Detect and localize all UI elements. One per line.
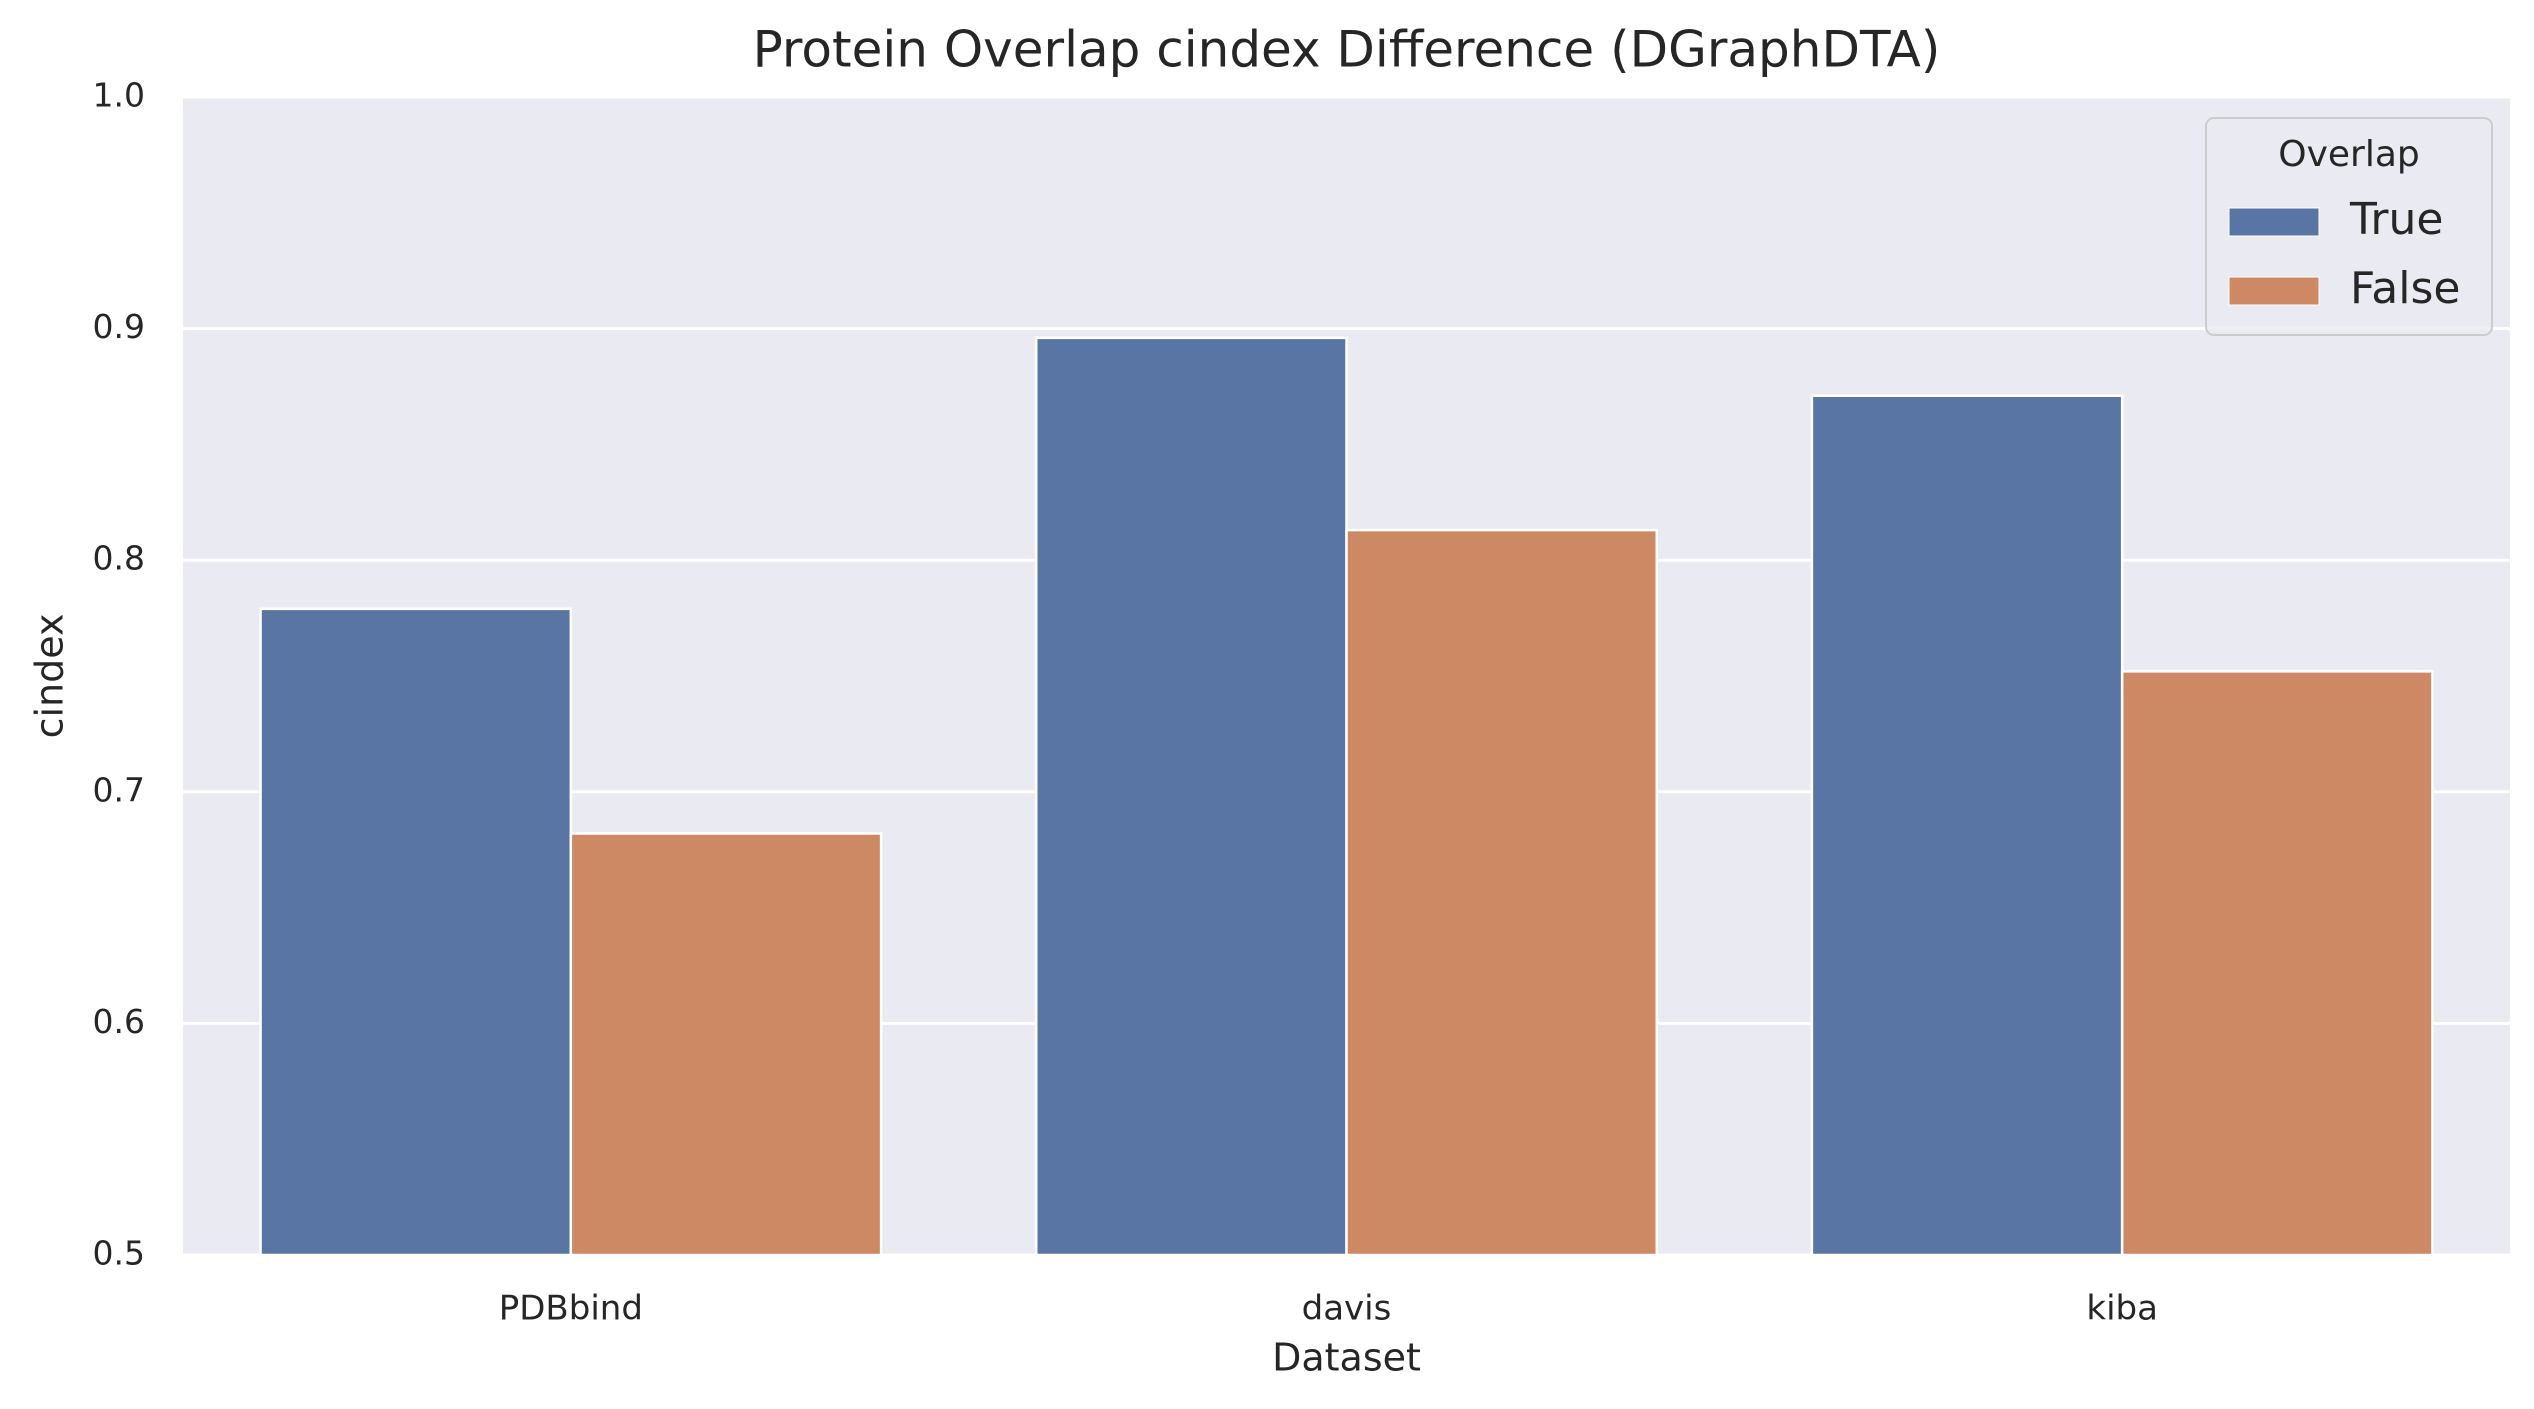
y-tick-label: 0.6 [93, 1002, 145, 1041]
bar-false-davis [1345, 528, 1659, 1257]
y-tick-label: 1.0 [93, 76, 145, 115]
legend-title: Overlap [2278, 134, 2420, 175]
x-axis-title: Dataset [1272, 1336, 1421, 1380]
y-tick-label: 0.5 [93, 1234, 145, 1273]
x-tick-labels: PDBbind davis kiba [499, 1289, 2158, 1329]
y-tick-label: 0.7 [93, 770, 145, 809]
bar-true-davis [1034, 336, 1348, 1257]
y-tick-label: 0.9 [93, 307, 145, 346]
bar-true-kiba [1810, 394, 2124, 1257]
x-tick-label: PDBbind [499, 1289, 643, 1329]
x-tick-label: davis [1302, 1289, 1392, 1329]
x-tick-label: kiba [2086, 1289, 2158, 1329]
y-tick-label: 0.8 [93, 539, 145, 578]
legend-swatch-false [2228, 276, 2320, 306]
y-tick-labels: 0.5 0.6 0.7 0.8 0.9 1.0 [93, 76, 145, 1273]
legend-items: True False [2228, 194, 2460, 314]
legend-swatch-true [2228, 207, 2320, 237]
legend: Overlap True False [2205, 117, 2493, 336]
bar-false-pdbbind [569, 832, 883, 1257]
bar-true-pdbbind [259, 607, 573, 1257]
legend-label-true: True [2349, 194, 2443, 245]
legend-label-false: False [2350, 263, 2460, 314]
y-axis-title: cindex [28, 614, 72, 739]
chart-title: Protein Overlap cindex Difference (DGrap… [753, 21, 1941, 79]
bar-false-kiba [2120, 670, 2434, 1257]
bars [259, 336, 2434, 1257]
